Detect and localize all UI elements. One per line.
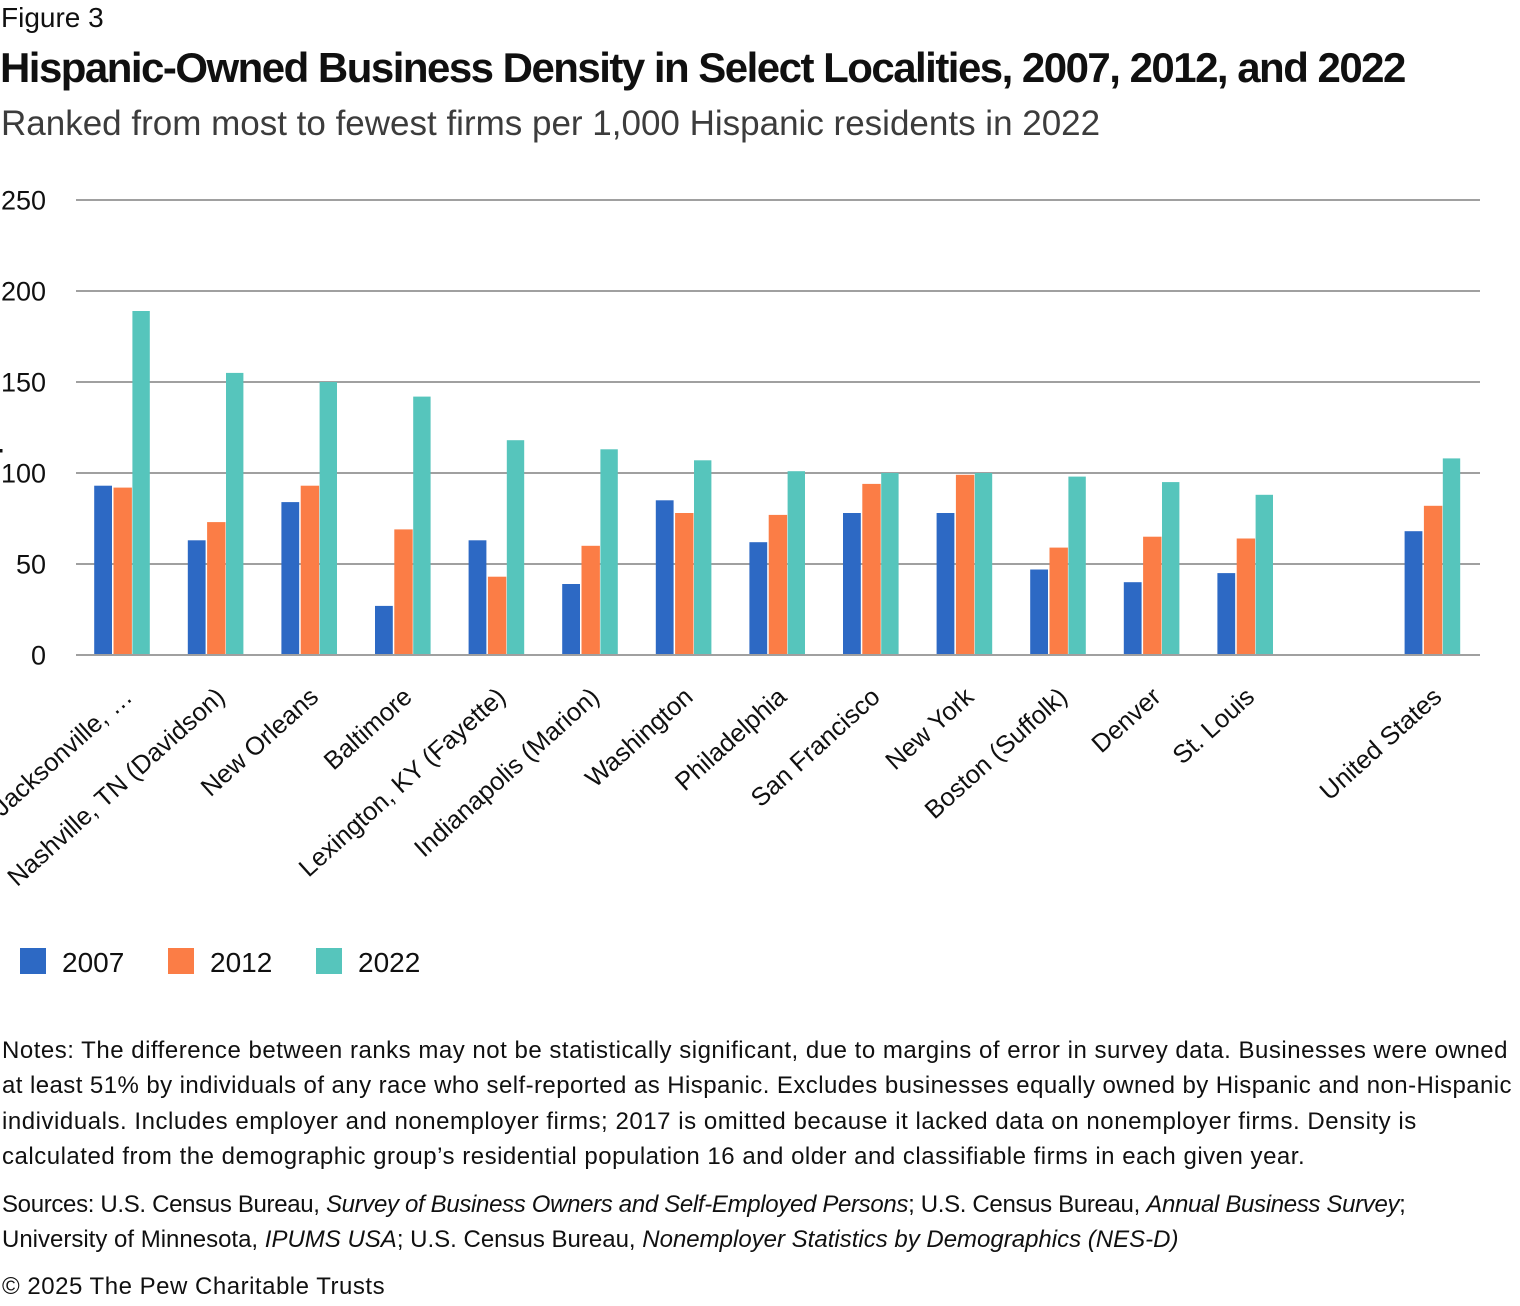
svg-text:150: 150 — [1, 368, 46, 398]
svg-text:50: 50 — [16, 550, 46, 580]
svg-text:Indianapolis (Marion): Indianapolis (Marion) — [409, 683, 605, 863]
svg-text:200: 200 — [1, 277, 46, 307]
svg-text:Denver: Denver — [1087, 682, 1167, 758]
svg-text:United States: United States — [1315, 683, 1448, 806]
svg-text:0: 0 — [31, 641, 46, 671]
svg-text:100: 100 — [1, 459, 46, 489]
svg-text:New York: New York — [880, 682, 979, 775]
svg-text:Baltimore: Baltimore — [319, 683, 418, 776]
svg-text:St. Louis: St. Louis — [1168, 683, 1260, 770]
svg-text:250: 250 — [1, 186, 46, 216]
